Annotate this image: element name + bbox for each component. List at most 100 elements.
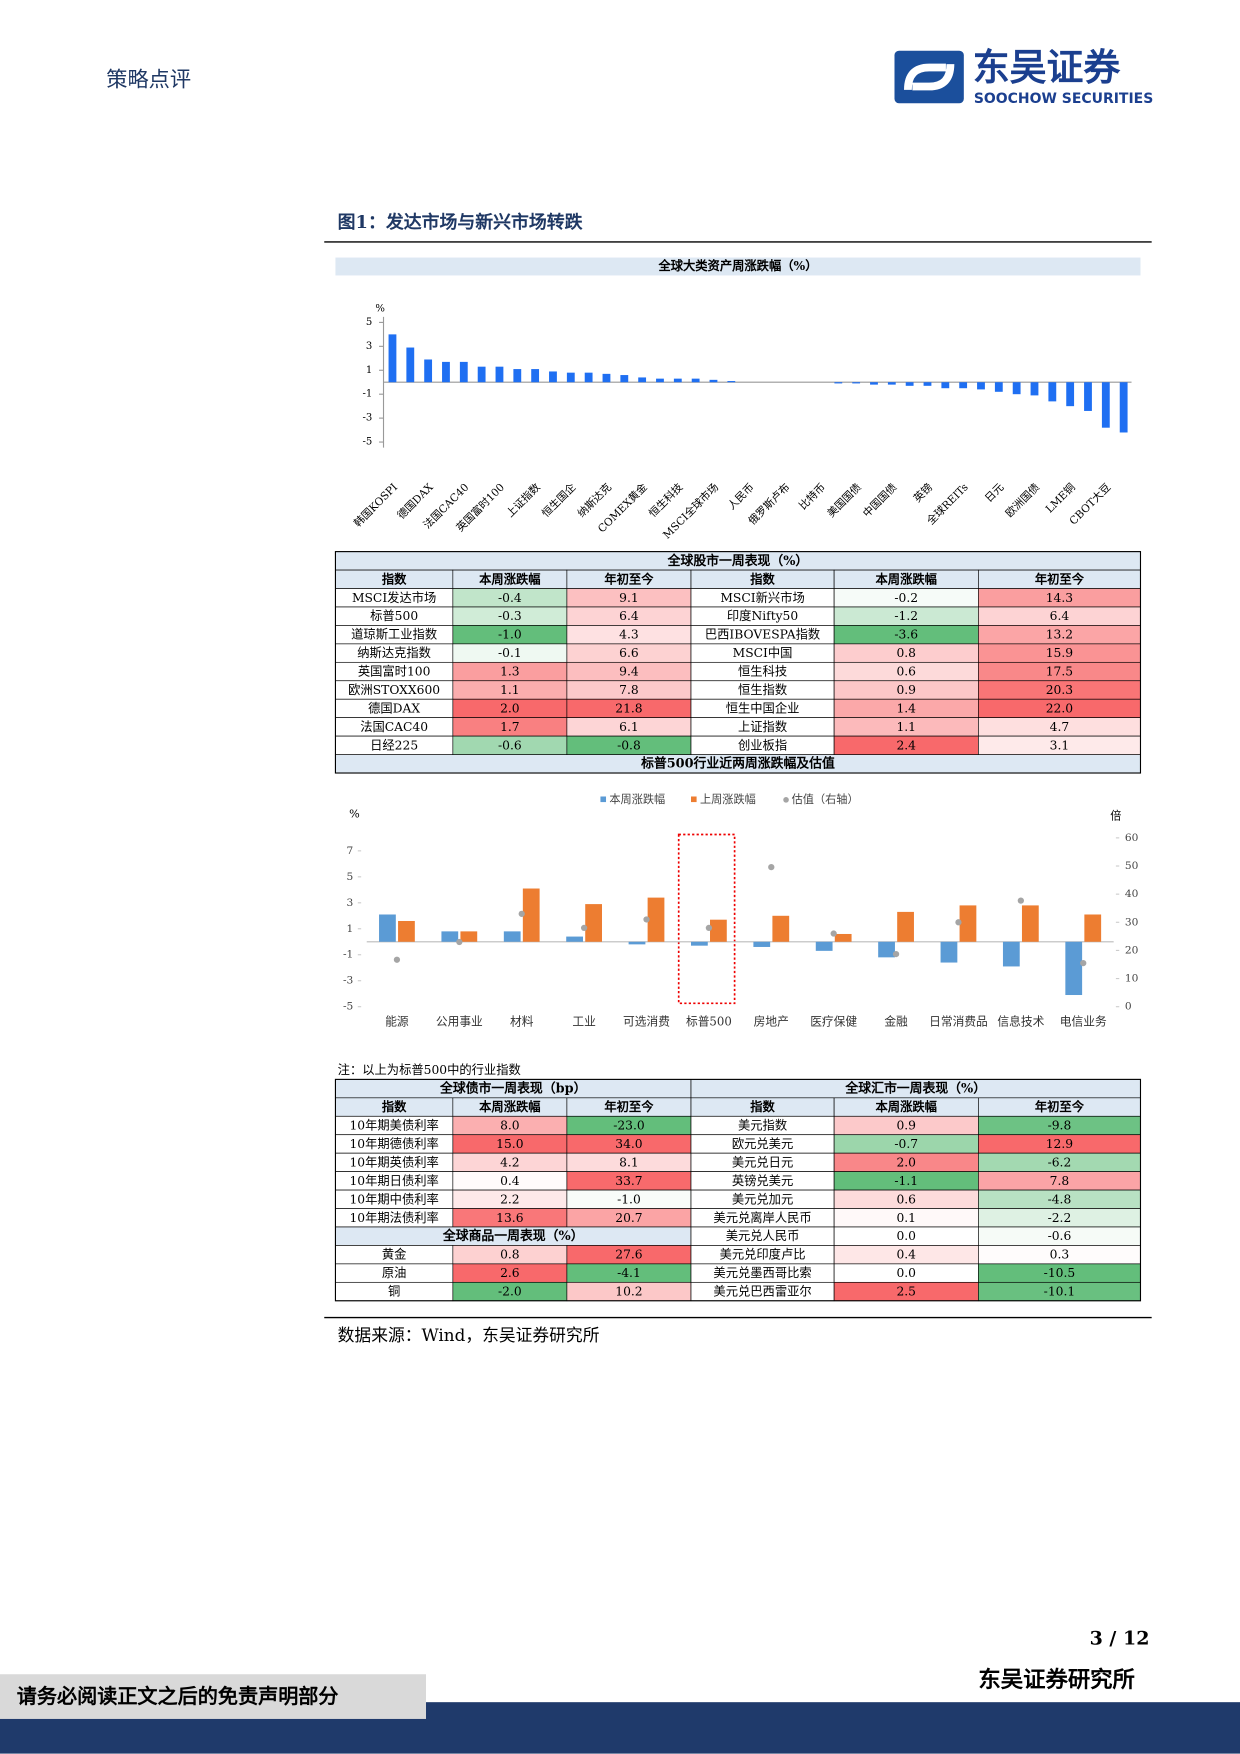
table-label: 英镑兑美元 xyxy=(732,1173,793,1188)
y-tick-label: -3 xyxy=(343,974,353,987)
table-title: 全球汇市一周表现（%） xyxy=(844,1081,986,1097)
y2-tick-label: 10 xyxy=(1125,972,1139,985)
x-tick-label: 能源 xyxy=(385,1014,409,1028)
table-value: 0.1 xyxy=(896,1211,916,1225)
logo: 东吴证券 SOOCHOW SECURITIES xyxy=(894,46,1153,107)
legend-swatch xyxy=(783,797,789,803)
table-title: 全球商品一周表现（%） xyxy=(442,1228,584,1244)
y2-tick-label: 20 xyxy=(1125,943,1139,956)
bar xyxy=(585,904,602,942)
bar xyxy=(584,372,593,383)
y-tick-label: 3 xyxy=(366,341,372,352)
table-value: -2.2 xyxy=(1048,1211,1072,1225)
table-label: 恒生中国企业 xyxy=(726,701,800,716)
table-label: 10年期中债利率 xyxy=(349,1191,438,1206)
table-value: 0.6 xyxy=(896,1192,916,1206)
table-label: 10年期英债利率 xyxy=(349,1154,438,1169)
table-label: 10年期法债利率 xyxy=(349,1210,438,1225)
x-tick-label: 美国国债 xyxy=(825,480,864,519)
y-tick-label: 5 xyxy=(347,870,354,883)
highlight-box xyxy=(677,833,736,1005)
table-value: 7.8 xyxy=(1050,1174,1070,1188)
y2-unit: 倍 xyxy=(1110,809,1121,823)
table-value: 0.8 xyxy=(896,646,916,660)
table-value: 6.1 xyxy=(619,720,639,734)
y-tick-label: 7 xyxy=(347,844,354,857)
table-value: -2.0 xyxy=(498,1285,522,1299)
bar xyxy=(656,378,664,383)
table-value: 15.9 xyxy=(1046,646,1073,660)
bar xyxy=(959,382,968,389)
table-label: 日经225 xyxy=(370,738,418,752)
disclaimer-box xyxy=(0,1674,427,1719)
x-tick-label: 比特币 xyxy=(796,481,828,513)
bar xyxy=(834,933,852,942)
table-value: -0.8 xyxy=(617,738,641,752)
x-tick-label: 韩国KOSPI xyxy=(351,481,400,530)
table-label: 欧洲STOXX600 xyxy=(348,683,440,697)
table-value: 0.8 xyxy=(500,1248,520,1262)
figure-source: 数据来源：Wind，东吴证券研究所 xyxy=(338,1325,600,1345)
legend-label: 本周涨跌幅 xyxy=(609,792,665,806)
table-value: 6.6 xyxy=(619,646,639,660)
table-label: 上证指数 xyxy=(738,719,787,734)
bar xyxy=(691,378,700,383)
bar xyxy=(406,347,415,383)
table-value: 14.3 xyxy=(1046,591,1073,605)
table-header: 年初至今 xyxy=(1035,571,1085,586)
table-label: MSCI新兴市场 xyxy=(720,590,804,605)
table-value: -0.3 xyxy=(498,609,522,623)
x-tick-label: 上证指数 xyxy=(504,480,543,519)
table-label: 德国DAX xyxy=(368,701,420,716)
table-value: 2.2 xyxy=(500,1192,520,1206)
table-header: 年初至今 xyxy=(1035,1099,1085,1114)
table-header: 年初至今 xyxy=(604,1099,654,1114)
table-frame xyxy=(334,551,1142,774)
y-tick-label: -5 xyxy=(343,1000,353,1013)
chart-title-band xyxy=(335,257,1141,276)
x-tick-label: 欧洲国债 xyxy=(1003,480,1042,519)
bar xyxy=(531,369,540,383)
table-title: 全球股市一周表现（%） xyxy=(667,553,809,569)
table-value: 7.8 xyxy=(619,683,639,697)
bar xyxy=(870,382,878,385)
table-value: 21.8 xyxy=(615,702,642,716)
bar xyxy=(566,936,583,942)
bar xyxy=(477,366,486,383)
table-value: 9.1 xyxy=(619,591,639,605)
table-value: -1.2 xyxy=(894,609,918,623)
table-label: 原油 xyxy=(382,1266,407,1280)
x-tick-label: 中国国债 xyxy=(860,480,899,519)
table-value: 2.0 xyxy=(500,702,520,716)
bar xyxy=(628,941,646,945)
bar xyxy=(923,382,932,386)
table-label: 美元兑巴西雷亚尔 xyxy=(713,1284,811,1299)
y-tick-label: 3 xyxy=(347,896,354,909)
bar xyxy=(549,371,557,383)
bar xyxy=(727,381,736,383)
table-label: 10年期德债利率 xyxy=(349,1136,438,1151)
bar xyxy=(709,379,718,383)
table-value: 34.0 xyxy=(615,1137,642,1151)
table-value: 6.4 xyxy=(619,609,639,623)
table-value: -10.1 xyxy=(1044,1285,1076,1299)
table-value: 15.0 xyxy=(496,1137,523,1151)
table-value: -0.2 xyxy=(894,591,918,605)
table-value: 9.4 xyxy=(619,665,639,679)
table-value: 8.1 xyxy=(619,1155,639,1169)
table-label: 纳斯达克指数 xyxy=(357,645,431,660)
bar xyxy=(1048,382,1057,402)
table-value: 0.0 xyxy=(896,1229,916,1243)
table-header: 年初至今 xyxy=(604,571,654,586)
table-header: 指数 xyxy=(382,571,407,586)
bar xyxy=(834,382,843,384)
table-label: 美元兑人民币 xyxy=(726,1229,800,1243)
valuation-dot xyxy=(1017,897,1024,904)
table-label: 创业板指 xyxy=(738,737,787,752)
table-value: 27.6 xyxy=(615,1248,643,1262)
table-label: 恒生科技 xyxy=(738,665,787,679)
table-value: -0.7 xyxy=(894,1137,918,1151)
table-value: 4.3 xyxy=(619,628,639,642)
x-tick-label: 英镑 xyxy=(911,480,935,504)
